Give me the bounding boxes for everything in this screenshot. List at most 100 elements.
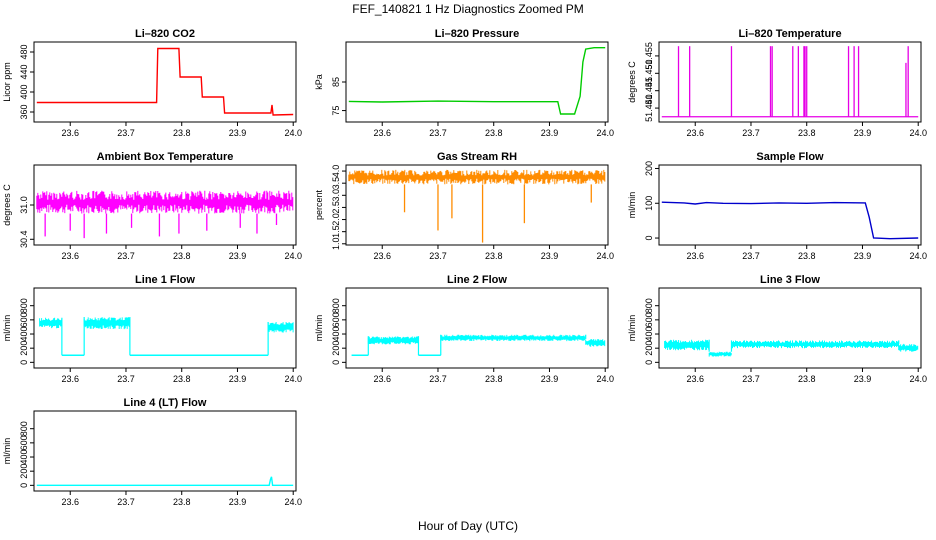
y-tick-label: 600 bbox=[331, 312, 341, 327]
series-segment bbox=[83, 317, 130, 330]
x-tick-label: 23.9 bbox=[854, 128, 872, 138]
x-tick-label: 23.6 bbox=[373, 128, 391, 138]
series-segment bbox=[585, 339, 606, 347]
plot-frame bbox=[345, 41, 609, 123]
series-segment bbox=[39, 317, 63, 329]
series-segment bbox=[898, 343, 919, 352]
y-tick-label: 0 bbox=[331, 360, 341, 365]
y-tick-label: 75 bbox=[331, 106, 341, 116]
y-tick-label: 51.455 bbox=[644, 42, 654, 70]
x-tick-label: 23.8 bbox=[173, 497, 191, 507]
y-tick-label: 200 bbox=[644, 161, 654, 176]
y-axis-label: ml/min bbox=[2, 438, 12, 465]
plot-frame bbox=[658, 41, 922, 123]
panel-1: Li–820 CO2 Licor ppm 23.6 23.7 23.8 23.9 24.0 3… bbox=[2, 28, 302, 138]
x-tick-label: 23.6 bbox=[686, 128, 704, 138]
y-tick-label: 30.4 bbox=[19, 231, 29, 249]
y-axis-label: degrees C bbox=[627, 61, 637, 103]
x-tick-label: 24.0 bbox=[284, 251, 302, 261]
y-tick-label: 800 bbox=[644, 298, 654, 313]
x-tick-label: 23.7 bbox=[117, 128, 135, 138]
series-band bbox=[36, 190, 294, 214]
panel-2: Li–820 Pressure kPa 23.6 23.7 23.8 23.9 24.0 75… bbox=[314, 28, 614, 138]
x-tick-label: 23.7 bbox=[742, 251, 760, 261]
x-tick-label: 24.0 bbox=[284, 128, 302, 138]
panel-title: Li–820 Pressure bbox=[435, 28, 519, 40]
series-line bbox=[36, 47, 294, 116]
series-segment bbox=[664, 339, 710, 351]
panel-7: Line 1 Flow ml/min 23.6 23.7 23.8 23.9 24.0 0 20… bbox=[2, 274, 302, 384]
x-tick-label: 24.0 bbox=[909, 251, 927, 261]
x-tick-label: 23.7 bbox=[117, 374, 135, 384]
x-tick-label: 23.9 bbox=[541, 251, 559, 261]
y-tick-label: 800 bbox=[331, 298, 341, 313]
y-tick-label: 600 bbox=[19, 312, 29, 327]
x-tick-label: 23.8 bbox=[485, 374, 503, 384]
y-tick-label: 1.0 bbox=[331, 238, 341, 251]
y-tick-label: 3.0 bbox=[331, 189, 341, 202]
x-tick-label: 24.0 bbox=[596, 251, 614, 261]
x-tick-label: 23.7 bbox=[117, 497, 135, 507]
x-tick-label: 23.6 bbox=[61, 251, 79, 261]
y-tick-label: 2.0 bbox=[331, 213, 341, 226]
y-tick-label: 600 bbox=[19, 435, 29, 450]
x-tick-label: 23.9 bbox=[229, 374, 247, 384]
panel-title: Line 2 Flow bbox=[447, 274, 507, 286]
x-tick-label: 23.8 bbox=[798, 251, 816, 261]
x-tick-label: 23.9 bbox=[854, 251, 872, 261]
series-line bbox=[348, 47, 606, 115]
y-tick-label: 85 bbox=[331, 77, 341, 87]
x-tick-label: 23.9 bbox=[229, 497, 247, 507]
y-tick-label: 360 bbox=[19, 104, 29, 119]
x-tick-label: 23.8 bbox=[798, 374, 816, 384]
x-tick-label: 23.9 bbox=[229, 128, 247, 138]
y-tick-label: 600 bbox=[644, 312, 654, 327]
figure-xlabel: Hour of Day (UTC) bbox=[418, 519, 518, 533]
series-segment bbox=[440, 334, 586, 342]
y-tick-label: 400 bbox=[19, 84, 29, 99]
x-tick-label: 23.9 bbox=[541, 374, 559, 384]
panel-title: Line 4 (LT) Flow bbox=[124, 397, 207, 409]
plot-frame bbox=[345, 287, 609, 369]
x-tick-label: 23.6 bbox=[61, 374, 79, 384]
panel-9: Line 3 Flow ml/min 23.6 23.7 23.8 23.9 24.0 0 20… bbox=[627, 274, 927, 384]
y-tick-label: 51.440 bbox=[644, 94, 654, 122]
y-tick-label: 51.445 bbox=[644, 77, 654, 105]
y-tick-label: 3.5 bbox=[331, 177, 341, 190]
x-tick-label: 23.8 bbox=[173, 128, 191, 138]
x-tick-label: 23.8 bbox=[798, 128, 816, 138]
x-tick-label: 23.6 bbox=[373, 251, 391, 261]
panels: Li–820 CO2 Licor ppm 23.6 23.7 23.8 23.9 24.0 3… bbox=[2, 28, 927, 507]
y-tick-label: 51.450 bbox=[644, 60, 654, 88]
x-tick-label: 23.6 bbox=[373, 374, 391, 384]
series-line bbox=[661, 201, 919, 240]
x-tick-label: 23.6 bbox=[61, 497, 79, 507]
panel-title: Line 3 Flow bbox=[760, 274, 820, 286]
series-band bbox=[348, 169, 606, 185]
x-tick-label: 23.7 bbox=[429, 251, 447, 261]
plot-frame bbox=[658, 164, 922, 246]
x-tick-label: 23.7 bbox=[742, 128, 760, 138]
y-axis-label: ml/min bbox=[627, 315, 637, 342]
series-line bbox=[36, 476, 294, 486]
y-tick-label: 200 bbox=[19, 464, 29, 479]
x-tick-label: 23.8 bbox=[173, 251, 191, 261]
x-tick-label: 23.8 bbox=[485, 251, 503, 261]
y-tick-label: 200 bbox=[644, 341, 654, 356]
panel-title: Sample Flow bbox=[756, 151, 824, 163]
panel-title: Gas Stream RH bbox=[437, 151, 517, 163]
panel-5: Gas Stream RH percent 23.6 23.7 23.8 23.9 24.0… bbox=[314, 151, 614, 261]
panel-3: Li–820 Temperature degrees C 23.6 23.7 23.8 2… bbox=[627, 28, 927, 138]
x-tick-label: 23.6 bbox=[686, 251, 704, 261]
y-tick-label: 200 bbox=[331, 341, 341, 356]
y-tick-label: 400 bbox=[19, 327, 29, 342]
x-tick-label: 23.9 bbox=[854, 374, 872, 384]
y-tick-label: 800 bbox=[19, 298, 29, 313]
panel-8: Line 2 Flow ml/min 23.6 23.7 23.8 23.9 24.0 0 20… bbox=[314, 274, 614, 384]
series-segment bbox=[367, 336, 419, 345]
panel-title: Line 1 Flow bbox=[135, 274, 195, 286]
x-tick-label: 24.0 bbox=[596, 128, 614, 138]
y-tick-label: 800 bbox=[19, 421, 29, 436]
y-tick-label: 1.5 bbox=[331, 225, 341, 238]
